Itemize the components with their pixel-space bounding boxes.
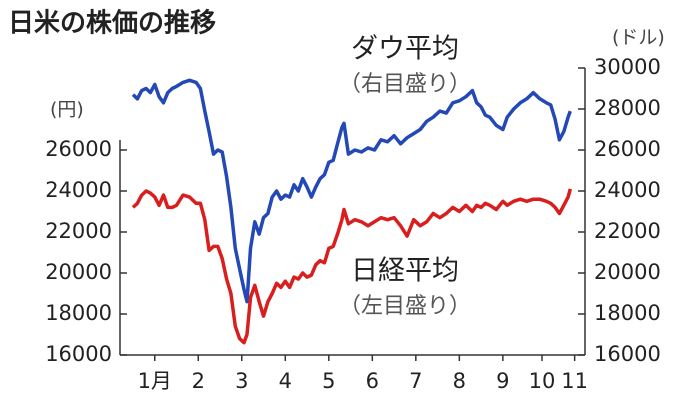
series-label: 日経平均 — [351, 256, 459, 287]
x-tick-label: 9 — [496, 369, 509, 393]
x-tick-label: 8 — [453, 369, 466, 393]
x-tick-label: 4 — [279, 369, 292, 393]
y-tick-label: 20000 — [45, 260, 112, 284]
chart-title: 日米の株価の推移 — [8, 9, 216, 39]
y2-tick-label: 28000 — [594, 96, 661, 120]
y2-tick-label: 18000 — [594, 301, 661, 325]
x-tick-label: 7 — [409, 369, 422, 393]
x-tick-label: 3 — [235, 369, 248, 393]
series-label: ダウ平均 — [351, 34, 459, 65]
y2-tick-label: 24000 — [594, 178, 661, 202]
series-note: （右目盛り） — [339, 72, 471, 97]
y2-tick-label: 26000 — [594, 137, 661, 161]
x-tick-label: 5 — [322, 369, 335, 393]
y-axis-unit: (円) — [50, 99, 84, 121]
y2-axis-unit: (ドル) — [612, 27, 665, 49]
x-tick-label: 2 — [192, 369, 205, 393]
y2-tick-label: 30000 — [594, 55, 661, 79]
x-tick-label: 11 — [561, 369, 588, 393]
y2-tick-label: 20000 — [594, 260, 661, 284]
y-tick-label: 24000 — [45, 178, 112, 202]
y-tick-label: 22000 — [45, 219, 112, 243]
y2-tick-label: 22000 — [594, 219, 661, 243]
y2-tick-label: 16000 — [594, 342, 661, 366]
y-tick-label: 18000 — [45, 301, 112, 325]
y-tick-label: 16000 — [45, 342, 112, 366]
y-tick-label: 26000 — [45, 137, 112, 161]
series-note: （左目盛り） — [339, 294, 471, 319]
series-line — [131, 188, 572, 345]
x-tick-label: 1月 — [138, 369, 172, 393]
series-line — [131, 78, 572, 304]
x-tick-label: 6 — [366, 369, 379, 393]
x-tick-label: 10 — [529, 369, 556, 393]
